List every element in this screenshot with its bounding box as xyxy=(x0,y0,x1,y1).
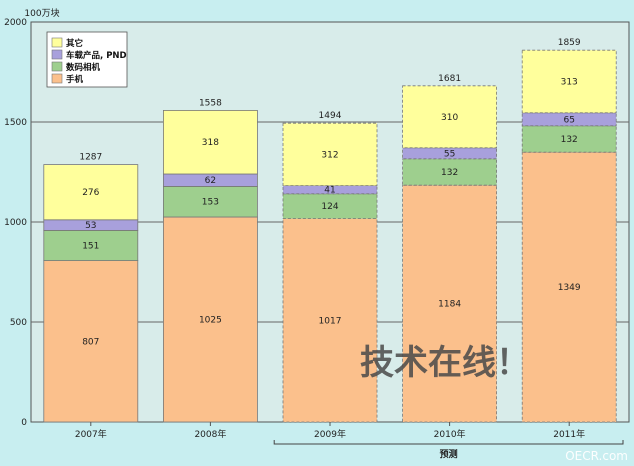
bar-segment xyxy=(282,122,378,186)
legend-label: 手机 xyxy=(66,74,84,85)
bar-segment xyxy=(162,185,258,218)
total-label: 1681 xyxy=(438,74,461,84)
data-label: 276 xyxy=(82,188,99,198)
y-axis-label: 100万块 xyxy=(24,7,59,19)
x-tick-label: 2007年 xyxy=(75,428,107,440)
y-tick-label: 1500 xyxy=(4,118,27,128)
bar-segment xyxy=(282,193,378,220)
data-label: 313 xyxy=(561,78,578,88)
forecast-bracket-line xyxy=(273,440,624,445)
x-tick-label: 2009年 xyxy=(314,428,346,440)
watermark-site: OECR.com xyxy=(565,449,628,463)
bar-segment xyxy=(402,85,498,149)
y-tick-label: 0 xyxy=(21,418,27,428)
data-label: 1349 xyxy=(558,283,581,293)
legend-swatch xyxy=(51,37,63,48)
data-label: 153 xyxy=(202,198,219,208)
data-label: 62 xyxy=(205,176,216,186)
y-axis: 0 500 1000 1500 2000 xyxy=(4,18,27,428)
data-label: 318 xyxy=(202,138,219,148)
y-tick-label: 500 xyxy=(10,318,27,328)
data-label: 312 xyxy=(321,150,338,160)
y-tick-label: 2000 xyxy=(4,18,27,28)
bar-segment xyxy=(521,49,617,114)
data-label: 1017 xyxy=(319,316,342,326)
bars-group: 807 151 53 276 1287 1025 153 62 318 1558 1017 124 41… xyxy=(43,38,617,423)
total-label: 1558 xyxy=(199,98,222,108)
data-label: 55 xyxy=(444,149,455,159)
data-label: 53 xyxy=(85,221,96,231)
bar-segment xyxy=(402,184,498,423)
data-label: 1184 xyxy=(438,300,461,310)
bar-segment xyxy=(43,164,139,221)
x-axis: 2007年 2008年 2009年 2010年 2011年 xyxy=(75,422,585,440)
data-label: 1025 xyxy=(199,316,222,326)
bar-segment xyxy=(521,125,617,153)
legend-swatch xyxy=(51,61,63,72)
bar-segment xyxy=(162,216,258,423)
legend-label: 数码相机 xyxy=(66,62,101,73)
total-label: 1494 xyxy=(319,111,342,121)
bar-segment xyxy=(521,151,617,423)
x-tick-label: 2011年 xyxy=(553,428,585,440)
data-label: 310 xyxy=(441,113,458,123)
data-label: 151 xyxy=(82,242,99,252)
data-label: 132 xyxy=(561,135,578,145)
data-label: 124 xyxy=(321,202,338,212)
x-tick-label: 2010年 xyxy=(434,428,466,440)
data-label: 65 xyxy=(563,115,574,125)
legend-swatch xyxy=(51,49,63,60)
data-label: 41 xyxy=(324,186,335,196)
bar-segment xyxy=(162,110,258,175)
bar-segment xyxy=(43,229,139,261)
x-tick-label: 2008年 xyxy=(194,428,226,440)
legend-label: 其它 xyxy=(66,38,83,49)
data-label: 132 xyxy=(441,168,458,178)
total-label: 1859 xyxy=(558,38,581,48)
total-label: 1287 xyxy=(79,153,102,163)
legend-swatch xyxy=(51,73,63,84)
forecast-label: 预测 xyxy=(440,448,458,460)
y-tick-label: 1000 xyxy=(4,218,27,228)
data-label: 807 xyxy=(82,337,99,347)
watermark-text: 技术在线！ xyxy=(360,343,530,383)
legend-label: 车载产品, PND xyxy=(66,50,127,61)
forecast-bracket: 预测 xyxy=(273,440,624,460)
